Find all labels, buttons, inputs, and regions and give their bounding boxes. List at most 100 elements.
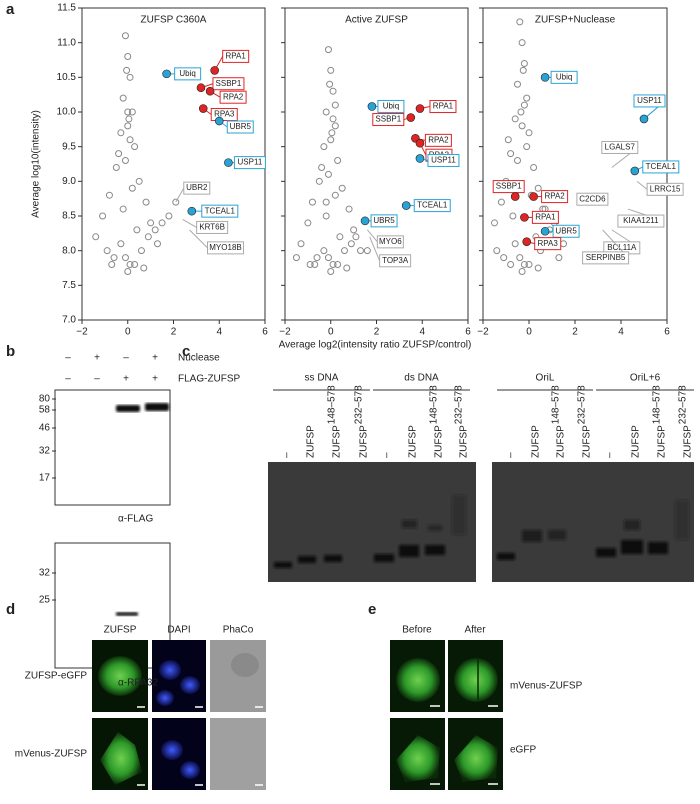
- x-tick-label: −2: [279, 327, 291, 338]
- point-label: MYO18B: [209, 243, 241, 252]
- point: [514, 80, 521, 88]
- point: [555, 254, 563, 262]
- point-label: TCEAL1: [417, 201, 448, 210]
- label-box: [427, 153, 460, 167]
- marker-label: 58: [39, 405, 51, 416]
- point: [165, 212, 173, 220]
- point-label: Ubiq: [179, 69, 195, 78]
- point: [327, 267, 335, 275]
- point: [324, 254, 332, 262]
- leader-line: [189, 229, 208, 249]
- point: [124, 122, 132, 130]
- label-box: [413, 199, 451, 213]
- lane-label: –: [382, 452, 393, 458]
- y-tick-label: 8.0: [62, 245, 76, 256]
- point: [121, 254, 129, 262]
- label-box: [376, 235, 404, 249]
- y-tick-label: 7.5: [62, 280, 76, 291]
- lane-text: ZUFSP: [359, 425, 370, 458]
- point: [343, 264, 351, 272]
- point: [331, 191, 339, 199]
- point: [525, 129, 533, 137]
- chart-title: Active ZUFSP: [345, 15, 408, 26]
- highlight-point: [360, 216, 370, 226]
- point: [507, 261, 515, 269]
- point-label: LGALS7: [605, 143, 636, 152]
- label-box: [531, 210, 559, 224]
- highlight-point: [187, 206, 197, 216]
- label-box: [617, 214, 665, 228]
- label-box: [212, 77, 245, 91]
- highlight-point: [415, 154, 425, 163]
- band: [116, 612, 138, 616]
- panel-label: d: [6, 601, 15, 618]
- panel-label: e: [368, 601, 376, 618]
- lane-text: ZUFSP: [459, 425, 470, 458]
- highlight-point: [196, 83, 206, 93]
- leader-line: [369, 236, 381, 261]
- highlight-point: [205, 86, 215, 96]
- x-tick-label: 0: [526, 327, 532, 338]
- point-label: Ubiq: [383, 102, 399, 111]
- point-label: KIAA1211: [623, 216, 659, 225]
- panel-label: b: [6, 343, 15, 360]
- row-label: eGFP: [510, 745, 536, 756]
- point: [363, 247, 371, 255]
- highlight-point: [630, 166, 640, 176]
- point: [313, 254, 321, 262]
- point: [331, 122, 339, 130]
- western-blots: [54, 389, 171, 669]
- label-box: [633, 94, 666, 108]
- point: [131, 143, 139, 151]
- highlight-point: [210, 66, 219, 75]
- point: [517, 108, 525, 116]
- point: [523, 143, 531, 151]
- x-tick-label: 4: [618, 327, 624, 338]
- plot-frame: [482, 7, 668, 321]
- label-box: [222, 49, 250, 63]
- point: [518, 122, 526, 130]
- point: [509, 212, 517, 220]
- point: [324, 46, 332, 54]
- x-tick-label: 4: [419, 327, 425, 338]
- y-tick-label: 7.0: [62, 315, 76, 326]
- point-label: RPA2: [428, 135, 449, 144]
- y-axis-label: Average log10(intensity): [31, 110, 42, 218]
- point: [322, 108, 330, 116]
- point: [518, 267, 526, 275]
- point: [318, 163, 326, 171]
- point: [525, 261, 533, 269]
- label-box: [534, 237, 562, 251]
- point: [306, 261, 314, 269]
- label-box: [552, 224, 580, 238]
- point: [352, 233, 360, 241]
- point: [133, 226, 141, 234]
- leader-line: [175, 187, 185, 203]
- point: [340, 247, 348, 255]
- label-box: [642, 160, 680, 174]
- point: [504, 136, 512, 144]
- label-box: [646, 182, 684, 196]
- column-header: PhaCo: [223, 625, 254, 636]
- lane-text: ZUFSP: [556, 425, 567, 458]
- row-label: ZUFSP-eGFP: [25, 671, 88, 682]
- lane-text: ZUFSP: [408, 425, 419, 458]
- y-tick-label: 10.5: [57, 72, 77, 83]
- point: [124, 267, 132, 275]
- point-label: RPA1: [226, 52, 247, 61]
- point: [128, 108, 136, 116]
- point: [119, 205, 127, 213]
- point-label: USP11: [637, 96, 662, 105]
- condition-sign: +: [123, 374, 129, 385]
- lane-superscript: 148–578: [652, 385, 663, 424]
- label-box: [550, 70, 578, 84]
- point: [315, 177, 323, 185]
- point: [297, 240, 305, 248]
- y-tick-label: 11.5: [57, 3, 76, 14]
- point: [336, 233, 344, 241]
- point-label: RPA2: [223, 92, 244, 101]
